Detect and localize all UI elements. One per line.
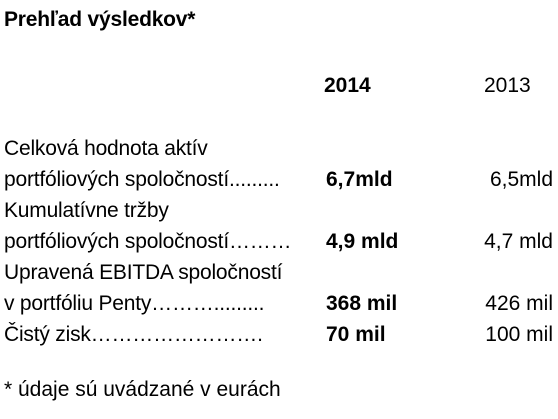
- row-value-cumulative-revenue-prior: 4,7 mld: [484, 230, 553, 253]
- row-value-adjusted-ebitda-prior: 426 mil: [485, 292, 553, 315]
- row-label-total-assets-line1: Celková hodnota aktív: [4, 137, 208, 160]
- column-header-prior-year: 2013: [484, 74, 531, 97]
- row-label-net-profit: Čistý zisk…………………….: [4, 323, 263, 346]
- row-value-adjusted-ebitda-current: 368 mil: [326, 292, 398, 315]
- page-title: Prehľad výsledkov*: [4, 8, 196, 31]
- row-label-cumulative-revenue-line2: portfóliových spoločností………: [4, 230, 292, 253]
- row-value-total-assets-prior: 6,5mld: [489, 168, 553, 191]
- row-label-adjusted-ebitda-line2: v portfóliu Penty……….........: [4, 292, 265, 315]
- row-value-net-profit-current: 70 mil: [326, 323, 386, 346]
- column-header-current-year: 2014: [324, 74, 371, 97]
- row-label-adjusted-ebitda-line1: Upravená EBITDA spoločností: [4, 261, 283, 284]
- row-value-net-profit-prior: 100 mil: [485, 323, 553, 346]
- footnote: * údaje sú uvádzané v eurách: [4, 378, 281, 401]
- row-value-total-assets-current: 6,7mld: [326, 168, 393, 191]
- row-value-cumulative-revenue-current: 4,9 mld: [326, 230, 399, 253]
- row-label-cumulative-revenue-line1: Kumulatívne tržby: [4, 199, 169, 222]
- row-label-total-assets-line2: portfóliových spoločností.........: [4, 168, 280, 191]
